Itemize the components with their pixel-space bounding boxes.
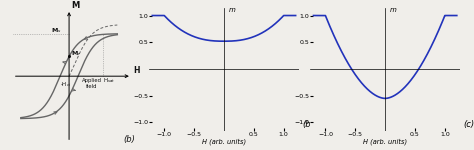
Text: M: M (71, 1, 79, 10)
Text: H$_{sat}$: H$_{sat}$ (103, 76, 116, 85)
Text: M$_s$: M$_s$ (51, 26, 62, 35)
Text: M$_r$: M$_r$ (71, 49, 82, 58)
Text: (b): (b) (124, 135, 136, 144)
Text: -H$_{ci}$: -H$_{ci}$ (60, 80, 72, 88)
Text: m: m (228, 7, 235, 13)
Text: (b): (b) (302, 120, 314, 129)
Text: H: H (133, 66, 139, 75)
Text: (c): (c) (464, 120, 474, 129)
Text: Applied
field: Applied field (82, 78, 101, 89)
Text: m: m (390, 7, 396, 13)
X-axis label: H (arb. units): H (arb. units) (202, 138, 246, 145)
X-axis label: H (arb. units): H (arb. units) (363, 138, 407, 145)
